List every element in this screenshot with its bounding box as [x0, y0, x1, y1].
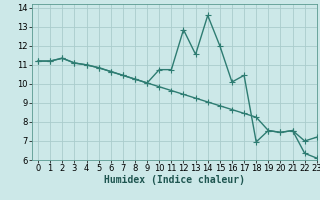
X-axis label: Humidex (Indice chaleur): Humidex (Indice chaleur) [104, 175, 245, 185]
